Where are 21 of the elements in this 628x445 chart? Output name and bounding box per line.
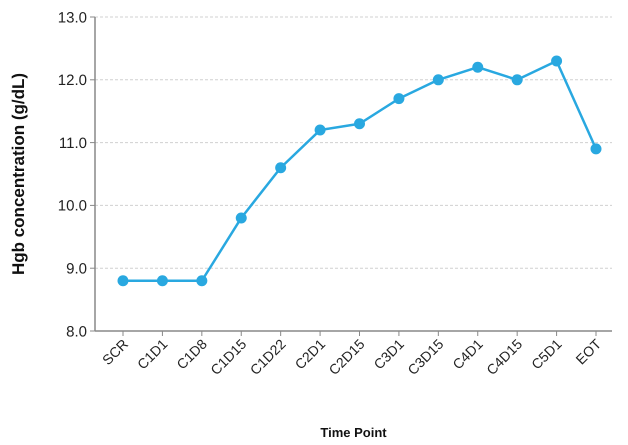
y-tick-label: 9.0 <box>66 260 87 278</box>
y-tick-label: 12.0 <box>58 72 87 90</box>
y-tick-label: 8.0 <box>66 323 87 340</box>
point <box>432 74 444 86</box>
point <box>118 275 128 286</box>
point <box>393 93 404 104</box>
point <box>472 62 484 73</box>
point <box>512 74 523 86</box>
y-tick-label: 11.0 <box>58 134 87 152</box>
y-tick-label: 10.0 <box>58 198 87 215</box>
point <box>156 275 168 286</box>
point <box>236 212 247 224</box>
point <box>590 143 602 154</box>
point <box>551 55 562 66</box>
point <box>354 118 365 130</box>
point <box>275 162 286 174</box>
y-axis-title: Hgb concentration (g/dL) <box>9 72 28 276</box>
x-axis-title: Time Point <box>320 425 388 440</box>
point <box>314 124 326 136</box>
point <box>196 275 208 286</box>
y-tick-label: 13.0 <box>58 9 87 26</box>
